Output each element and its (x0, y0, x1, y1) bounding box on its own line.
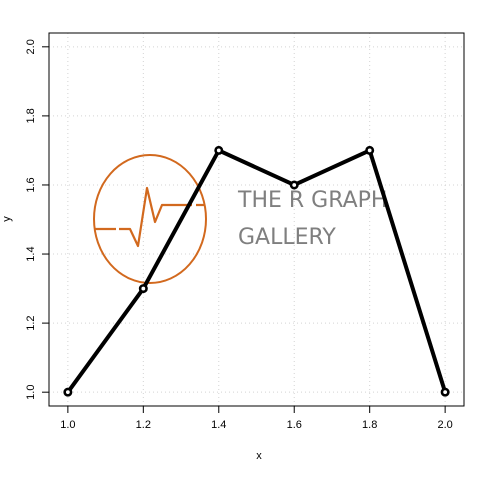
watermark-line1: THE R GRAPH (237, 188, 387, 213)
y-tick-label: 1.6 (25, 177, 37, 192)
x-tick-label: 1.6 (287, 419, 302, 431)
watermark-logo: THE R GRAPH GALLERY (93, 154, 387, 284)
data-point (289, 180, 299, 190)
watermark-line2: GALLERY (238, 225, 336, 250)
y-axis: 1.0 1.2 1.4 1.6 1.8 2.0 (25, 39, 50, 400)
y-axis-title: y (1, 216, 13, 222)
x-tick-label: 1.8 (362, 419, 377, 431)
data-point (440, 387, 450, 397)
data-point (138, 284, 148, 294)
data-point (365, 145, 375, 155)
x-tick-label: 1.4 (211, 419, 226, 431)
data-series (63, 145, 450, 397)
data-point (63, 387, 73, 397)
series-line (66, 148, 448, 394)
x-tick-label: 2.0 (437, 419, 452, 431)
y-tick-label: 1.4 (25, 246, 37, 261)
y-tick-label: 2.0 (25, 39, 37, 54)
x-axis-title: x (256, 450, 262, 462)
pulse-circle-icon (93, 154, 207, 284)
y-tick-label: 1.8 (25, 108, 37, 123)
x-tick-label: 1.0 (60, 419, 75, 431)
data-point (214, 145, 224, 155)
x-tick-label: 1.2 (136, 419, 151, 431)
y-tick-label: 1.0 (25, 385, 37, 400)
x-axis: 1.0 1.2 1.4 1.6 1.8 2.0 (60, 405, 453, 431)
pulse-line-icon (94, 186, 204, 248)
y-tick-label: 1.2 (25, 315, 37, 330)
